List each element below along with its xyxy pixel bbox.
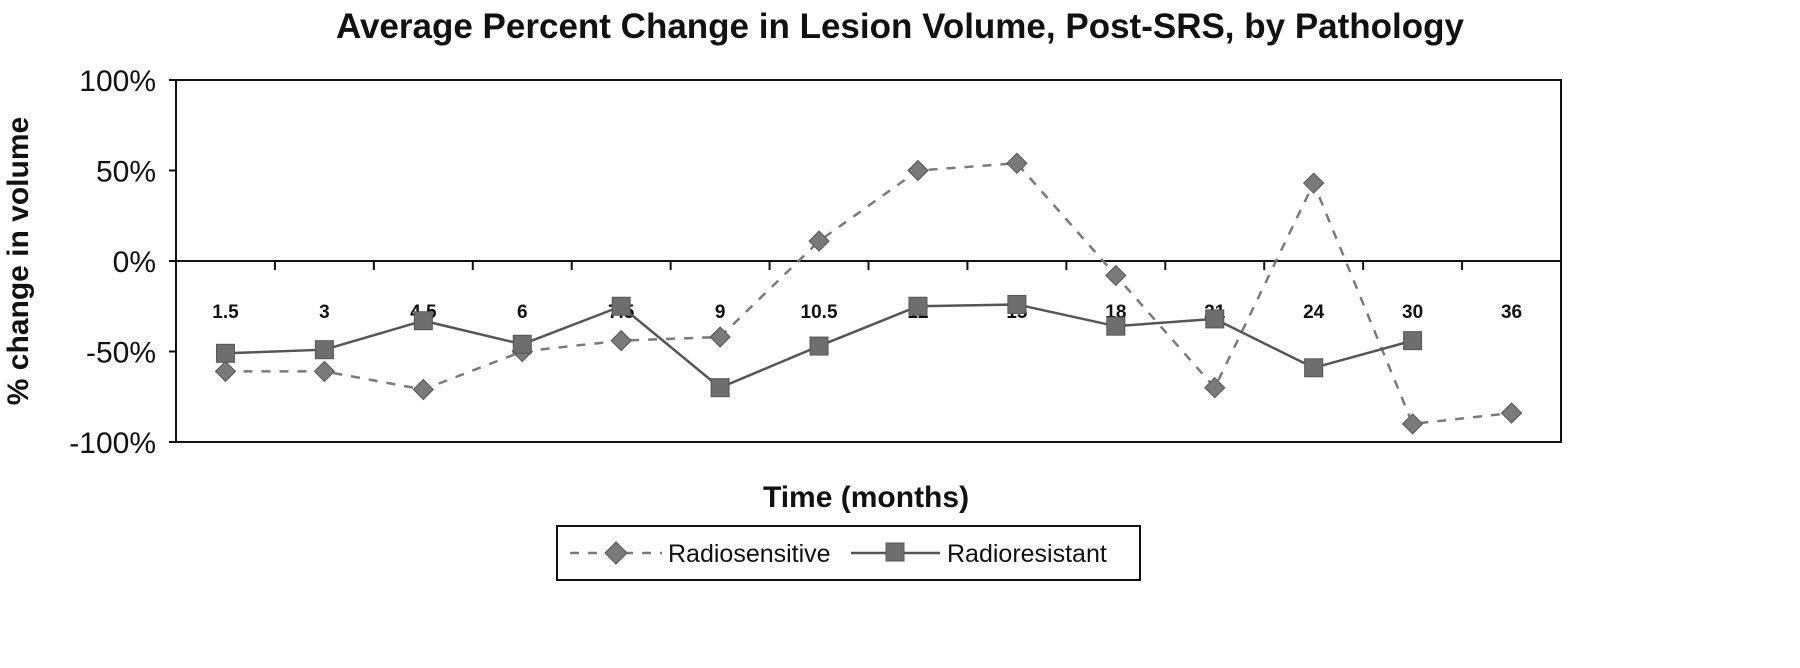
x-tick-label: 10.5 [801,302,838,323]
x-tick-label: 24 [1303,302,1325,323]
y-tick-label: 0% [113,246,156,279]
data-point-radiosensitive [1500,402,1523,424]
data-point-radioresistant [215,343,235,363]
data-point-radiosensitive [610,329,632,352]
data-point-radiosensitive [1006,152,1028,174]
x-tick-label: 6 [517,302,528,323]
y-tick-label: -50% [86,337,156,370]
data-point-radiosensitive [709,326,731,348]
data-point-radioresistant [1106,316,1126,336]
data-point-radioresistant [1403,331,1423,351]
y-tick-label: 50% [96,156,156,189]
legend-radiosensitive-label: Radiosensitive [668,540,831,568]
data-point-radiosensitive [1204,376,1226,399]
x-axis-label: Time (months) [763,481,969,514]
data-point-radioresistant [611,296,631,316]
chart-title: Average Percent Change in Lesion Volume,… [336,7,1465,46]
x-tick-label: 30 [1402,302,1423,323]
data-point-radiosensitive [412,378,435,401]
data-point-radioresistant [908,296,928,316]
series-layer [214,152,1523,435]
data-point-radioresistant [1304,358,1324,378]
data-point-radioresistant [1205,309,1225,329]
y-axis-label: % change in volume [2,117,35,405]
x-tick-label: 9 [715,302,726,323]
data-point-radiosensitive [1401,413,1424,435]
x-tick-label: 36 [1501,302,1522,323]
data-point-radioresistant [314,340,334,360]
data-point-radioresistant [809,336,829,356]
x-tick-label: 3 [319,302,330,323]
data-point-radioresistant [1007,294,1027,314]
data-point-radioresistant [413,311,433,331]
data-point-radioresistant [512,334,532,354]
data-point-radioresistant [710,378,730,398]
data-point-radiosensitive [1302,172,1325,194]
legend-radioresistant-label: Radioresistant [947,540,1107,568]
data-point-radiosensitive [808,230,830,252]
data-point-radiosensitive [313,360,336,383]
x-tick-label: 1.5 [212,302,239,323]
y-axis: 100% 50% 0% -50% -100% [69,65,176,460]
legend-box [556,525,1141,581]
legend-radioresistant-marker [885,542,905,562]
data-point-radiosensitive [907,159,929,182]
data-point-radiosensitive [1105,264,1127,287]
data-point-radiosensitive [214,360,237,383]
legend-radiosensitive-marker [604,541,628,565]
series-line-radiosensitive [225,161,1512,426]
y-tick-label: -100% [69,427,156,460]
y-tick-label: 100% [79,65,156,98]
legend: Radiosensitive Radioresistant [556,525,1141,581]
